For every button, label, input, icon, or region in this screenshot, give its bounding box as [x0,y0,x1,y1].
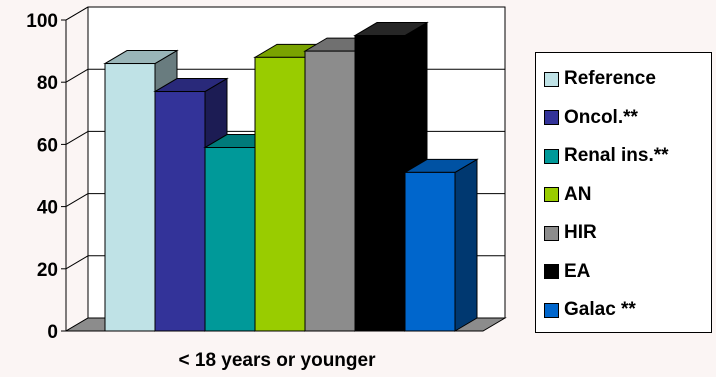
bar [104,63,156,332]
legend-swatch [544,148,559,164]
legend-item: EA [544,261,590,283]
bar-side [454,158,478,332]
legend-swatch [544,187,559,202]
y-tick-label: 100 [26,11,58,32]
legend-swatch [544,225,559,241]
grid-line-depth [65,68,89,83]
x-category-label: < 18 years or younger [179,350,377,371]
grid-line-depth [65,255,89,270]
bar [404,171,456,332]
y-tick-label: 60 [37,135,58,156]
legend-label: Reference [564,68,656,89]
legend-item: Renal ins.** [544,145,669,167]
chart-legend: Reference Oncol.** Renal ins.** AN HIR EA Gala… [535,52,712,333]
y-tick-label: 80 [37,73,58,94]
legend-item: HIR [544,222,597,244]
bar [254,56,306,332]
side-wall-edge [65,6,89,21]
legend-item: Galac ** [544,299,636,321]
y-tick-label: 20 [37,260,58,281]
y-tick-label: 0 [47,322,58,343]
y-tick-label: 40 [37,198,58,219]
legend-item: AN [544,184,591,206]
bar [354,35,406,332]
legend-label: AN [564,183,592,205]
legend-swatch [544,71,559,87]
grid-line-depth [65,193,89,208]
legend-label: Oncol.** [564,106,638,128]
legend-swatch [544,110,559,125]
bar [154,91,206,332]
bar [304,50,356,332]
grid-line-depth [65,130,89,145]
legend-item: Oncol.** [544,107,638,129]
legend-label: Renal ins.** [564,145,669,166]
legend-swatch [544,302,559,318]
legend-label: EA [564,260,591,282]
legend-label: Galac ** [564,299,636,320]
legend-swatch [544,264,559,279]
legend-label: HIR [564,222,597,243]
bar [204,147,256,332]
legend-item: Reference [544,68,656,90]
